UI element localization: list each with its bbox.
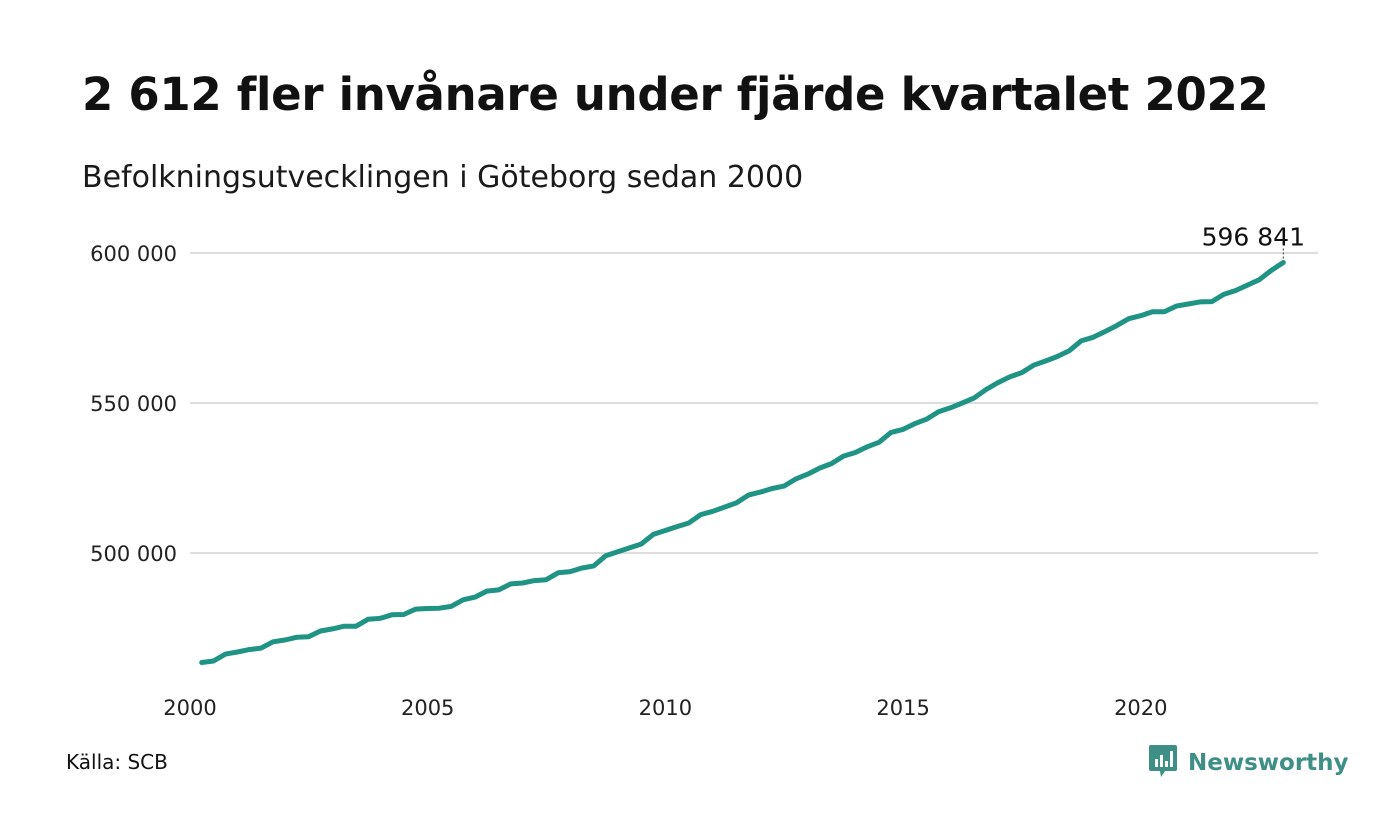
brand-name: Newsworthy [1188,750,1349,776]
x-tick-label: 2005 [401,696,454,720]
source-note: Källa: SCB [66,750,168,774]
x-axis-ticks: 2000 2005 2010 2015 2020 [163,696,1167,720]
y-tick-label: 500 000 [90,542,177,566]
brand-logo[interactable]: Newsworthy [1148,744,1349,782]
y-tick-label: 550 000 [90,392,177,416]
annotation-layer: 596 841 [1202,223,1305,259]
series-line [199,260,1286,665]
last-value-label: 596 841 [1202,223,1305,252]
y-axis-ticks: 500 000 550 000 600 000 [90,242,177,566]
y-tick-label: 600 000 [90,242,177,266]
x-tick-label: 2010 [639,696,692,720]
grid-lines [190,252,1318,554]
x-tick-label: 2015 [876,696,929,720]
x-tick-label: 2000 [163,696,216,720]
bar-chart-speech-bubble-icon [1148,744,1178,782]
page-subtitle: Befolkningsutvecklingen i Göteborg sedan… [82,160,804,195]
series-layer [199,260,1286,665]
page-title: 2 612 fler invånare under fjärde kvartal… [82,68,1269,121]
x-tick-label: 2020 [1114,696,1167,720]
